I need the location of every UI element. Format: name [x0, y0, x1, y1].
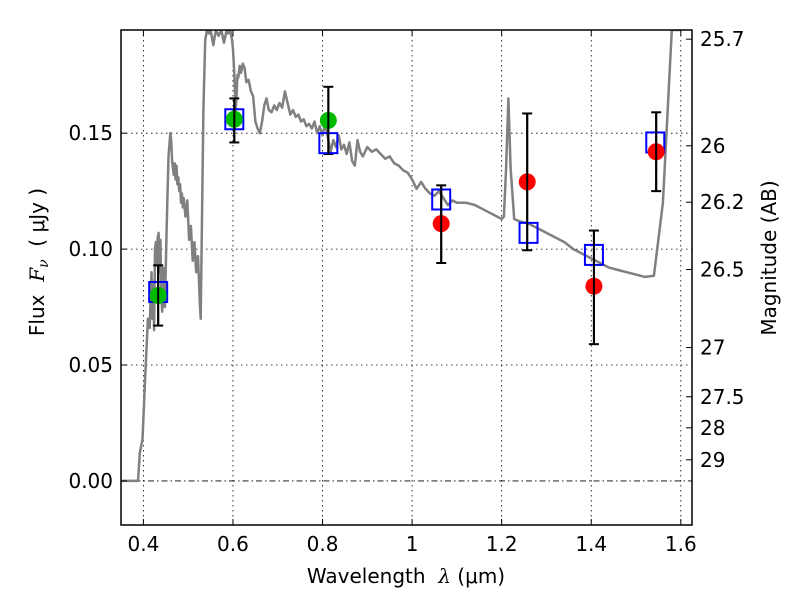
- y-axis-label: Flux Fν ( μJy ): [25, 188, 52, 336]
- spectrum-line: [121, 30, 681, 483]
- y-tick-label: 0.05: [68, 353, 113, 377]
- y2-tick-label: 29: [700, 448, 725, 472]
- y2-tick-label: 26.2: [700, 190, 745, 214]
- y2-tick-label: 26.5: [700, 257, 745, 281]
- axis-ticks: 0.4 0.6 0.8 1 1.2 1.4 1.6 0.00 0.05 0.10 0.15 25.7 2…: [68, 27, 744, 556]
- x-tick-label: 1.2: [486, 532, 518, 556]
- x-tick-label: 0.8: [307, 532, 339, 556]
- x-tick-label: 1.4: [575, 532, 607, 556]
- y2-tick-label: 27.5: [700, 385, 745, 409]
- x-axis-label-symbol: λ: [437, 564, 451, 588]
- y-axis-label-subscript: ν: [36, 259, 52, 268]
- y-axis-label-symbol: F: [25, 267, 49, 283]
- model-square-marker: [518, 221, 539, 244]
- y-tick-label: 0.00: [68, 469, 113, 493]
- y-tick-label: 0.10: [68, 237, 113, 261]
- x-axis-label-suffix: (μm): [451, 564, 505, 588]
- y2-tick-label: 28: [700, 416, 725, 440]
- y2-tick-label: 27: [700, 336, 725, 360]
- x-tick-label: 0.6: [217, 532, 249, 556]
- y2-tick-label: 26: [700, 134, 725, 158]
- y-tick-label: 0.15: [68, 121, 113, 145]
- axis-labels: Wavelength λ (μm) Flux Fν ( μJy ) Magnit…: [25, 180, 781, 588]
- y-axis-label-prefix: Flux: [25, 282, 49, 336]
- x-axis-label: Wavelength λ (μm): [307, 564, 505, 588]
- grid: [121, 30, 692, 525]
- x-axis-label-prefix: Wavelength: [307, 564, 438, 588]
- plot-series: [121, 30, 681, 483]
- y-axis-label-suffix: ( μJy ): [25, 188, 49, 260]
- x-tick-label: 1.6: [665, 532, 697, 556]
- x-tick-label: 0.4: [127, 532, 159, 556]
- y2-axis-label: Magnitude (AB): [757, 180, 781, 335]
- plot-frame: [120, 29, 693, 526]
- y2-tick-label: 25.7: [700, 27, 745, 51]
- x-tick-label: 1: [406, 532, 419, 556]
